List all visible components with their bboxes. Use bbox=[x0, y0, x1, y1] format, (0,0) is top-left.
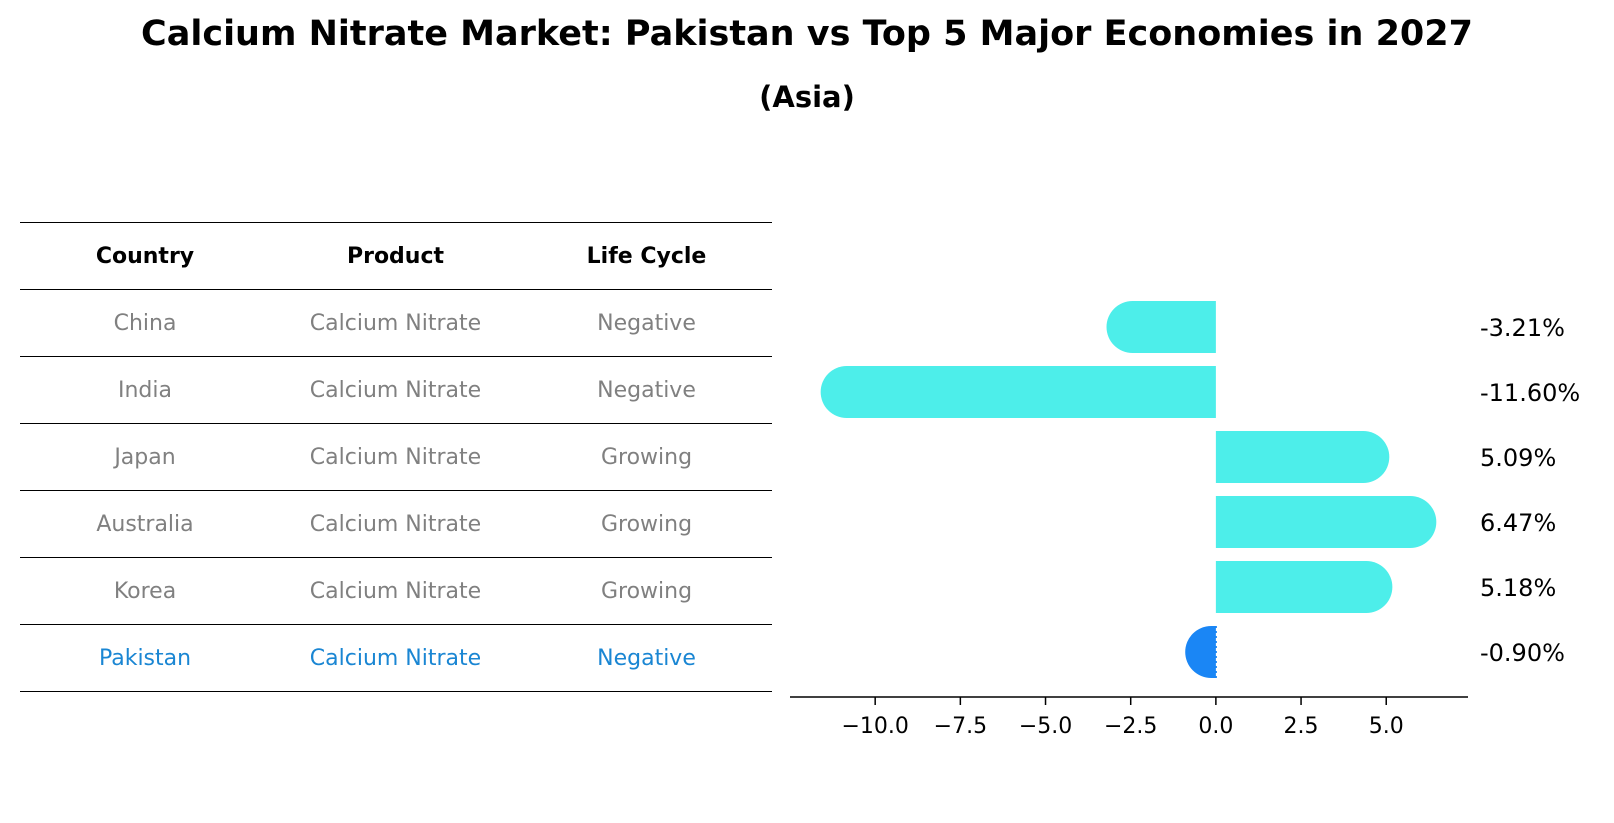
cell-life-cycle: Negative bbox=[597, 645, 696, 671]
x-tick-label: 5.0 bbox=[1369, 714, 1404, 739]
cell-product: Calcium Nitrate bbox=[309, 377, 482, 403]
cell-country: Pakistan bbox=[98, 645, 192, 671]
table-row-highlight: Pakistan Calcium Nitrate Negative bbox=[20, 624, 772, 692]
bar-shape bbox=[1215, 496, 1437, 548]
cell-life-cycle: Growing bbox=[600, 511, 693, 537]
bar-australia bbox=[1215, 496, 1437, 548]
value-label: 5.18% bbox=[1480, 574, 1556, 602]
bar-japan bbox=[1215, 431, 1390, 483]
cell-life-cycle: Negative bbox=[597, 377, 696, 403]
table-row: Japan Calcium Nitrate Growing bbox=[20, 423, 772, 490]
cell-product: Calcium Nitrate bbox=[309, 511, 482, 537]
bar-india bbox=[820, 366, 1216, 418]
chart-subtitle: (Asia) bbox=[759, 80, 855, 114]
cell-country: India bbox=[118, 377, 172, 403]
bar-shape bbox=[820, 366, 1216, 418]
header-country: Country bbox=[95, 243, 195, 269]
cell-country: China bbox=[113, 310, 177, 336]
x-tick-label: 2.5 bbox=[1284, 714, 1319, 739]
cell-country: Korea bbox=[113, 578, 177, 604]
value-label: -11.60% bbox=[1480, 379, 1580, 407]
cell-product: Calcium Nitrate bbox=[309, 645, 482, 671]
table-row: China Calcium Nitrate Negative bbox=[20, 289, 772, 356]
bar-korea bbox=[1215, 561, 1393, 613]
cell-life-cycle: Negative bbox=[597, 310, 696, 336]
table-row: India Calcium Nitrate Negative bbox=[20, 356, 772, 423]
cell-life-cycle: Growing bbox=[600, 578, 693, 604]
growth-bar-chart: -3.21% -11.60% 5.09% 6.47% 5.18% -0.90% −10.0 −… bbox=[790, 301, 1580, 739]
cell-life-cycle: Growing bbox=[600, 444, 693, 470]
cell-country: Australia bbox=[96, 511, 194, 537]
header-product: Product bbox=[346, 243, 445, 269]
value-label: -3.21% bbox=[1480, 314, 1565, 342]
bar-shape bbox=[1215, 561, 1393, 613]
x-tick-label: −7.5 bbox=[934, 714, 987, 739]
market-table: Country Product Life Cycle China Calcium… bbox=[20, 222, 772, 692]
x-tick-label: 0.0 bbox=[1198, 714, 1233, 739]
chart-title: Calcium Nitrate Market: Pakistan vs Top … bbox=[141, 14, 1473, 54]
header-life-cycle: Life Cycle bbox=[586, 243, 707, 269]
table-row: Korea Calcium Nitrate Growing bbox=[20, 557, 772, 624]
bar-pakistan bbox=[1185, 626, 1217, 678]
x-tick-label: −10.0 bbox=[841, 714, 908, 739]
x-tick-label: −5.0 bbox=[1019, 714, 1072, 739]
cell-product: Calcium Nitrate bbox=[309, 444, 482, 470]
x-tick-label: −2.5 bbox=[1104, 714, 1157, 739]
bar-china bbox=[1106, 301, 1216, 353]
bar-shape bbox=[1215, 431, 1390, 483]
cell-product: Calcium Nitrate bbox=[309, 310, 482, 336]
bar-shape bbox=[1185, 626, 1216, 678]
value-label: 6.47% bbox=[1480, 509, 1556, 537]
table-row: Australia Calcium Nitrate Growing bbox=[20, 490, 772, 557]
table-header-row: Country Product Life Cycle bbox=[20, 222, 772, 289]
bar-shape bbox=[1106, 301, 1216, 353]
value-label: -0.90% bbox=[1480, 639, 1565, 667]
value-label: 5.09% bbox=[1480, 444, 1556, 472]
cell-product: Calcium Nitrate bbox=[309, 578, 482, 604]
cell-country: Japan bbox=[114, 444, 176, 470]
